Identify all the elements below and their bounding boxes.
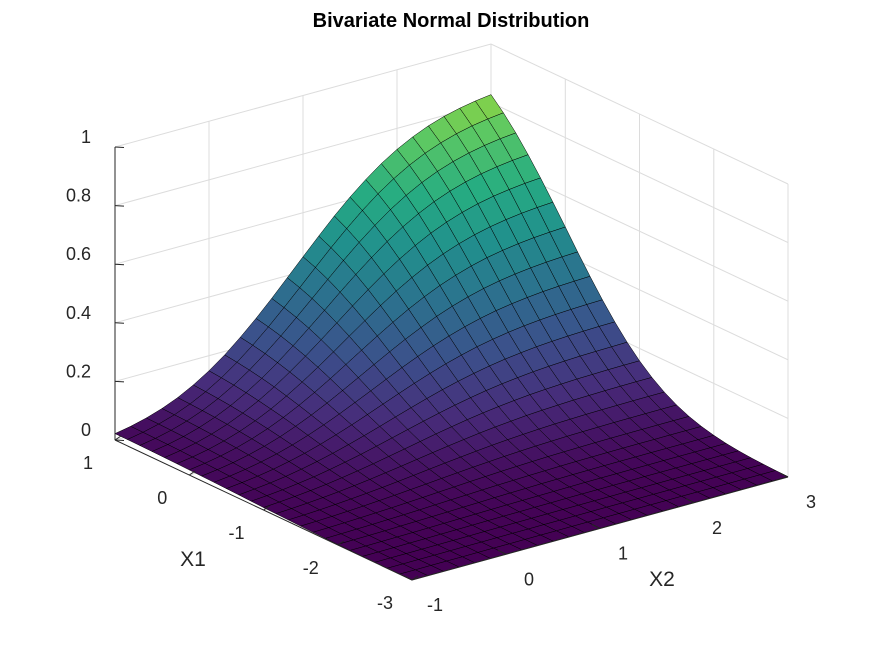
x1-tick-label: -3 — [377, 593, 393, 613]
z-tick — [114, 439, 125, 441]
z-tick-label: 0.6 — [66, 244, 91, 264]
x2-axis-label: X2 — [649, 568, 675, 591]
x1-tick — [263, 505, 270, 511]
x1-tick-label: 0 — [157, 488, 167, 508]
z-tick-label: 0 — [81, 420, 91, 440]
surface — [114, 94, 789, 581]
x2-tick-label: 2 — [712, 518, 722, 538]
x2-tick — [403, 575, 413, 581]
x1-tick — [114, 435, 122, 441]
z-tick-label: 0.4 — [66, 303, 91, 323]
z-tick-label: 0.2 — [66, 361, 91, 381]
axes: 0 0.2 0.4 0.6 0.8 1 1 0 -1 -2 -3 -1 0 1 2 3 — [66, 127, 816, 615]
z-tick — [114, 205, 125, 207]
x1-tick-label: -2 — [303, 558, 319, 578]
x2-tick — [497, 549, 507, 555]
z-tick-label: 0.8 — [66, 186, 91, 206]
x2-tick-label: 3 — [806, 492, 816, 512]
z-tick-label: 1 — [81, 127, 91, 147]
x1-tick — [337, 540, 345, 546]
x2-tick-label: -1 — [427, 595, 443, 615]
x1-tick-label: -1 — [228, 523, 244, 543]
x2-tick — [591, 524, 601, 529]
x1-axis-label: X1 — [180, 548, 206, 571]
x1-tick-label: 1 — [83, 453, 93, 473]
z-tick — [114, 263, 125, 266]
chart-title: Bivariate Normal Distribution — [313, 10, 590, 32]
x2-tick — [685, 498, 695, 504]
z-tick — [114, 146, 125, 148]
x2-tick-label: 0 — [524, 569, 534, 589]
x1-tick — [411, 575, 419, 581]
x2-tick — [779, 472, 789, 478]
z-tick — [114, 322, 125, 324]
x1-tick — [188, 470, 196, 476]
x2-tick-label: 1 — [618, 544, 628, 564]
z-tick — [114, 380, 125, 383]
